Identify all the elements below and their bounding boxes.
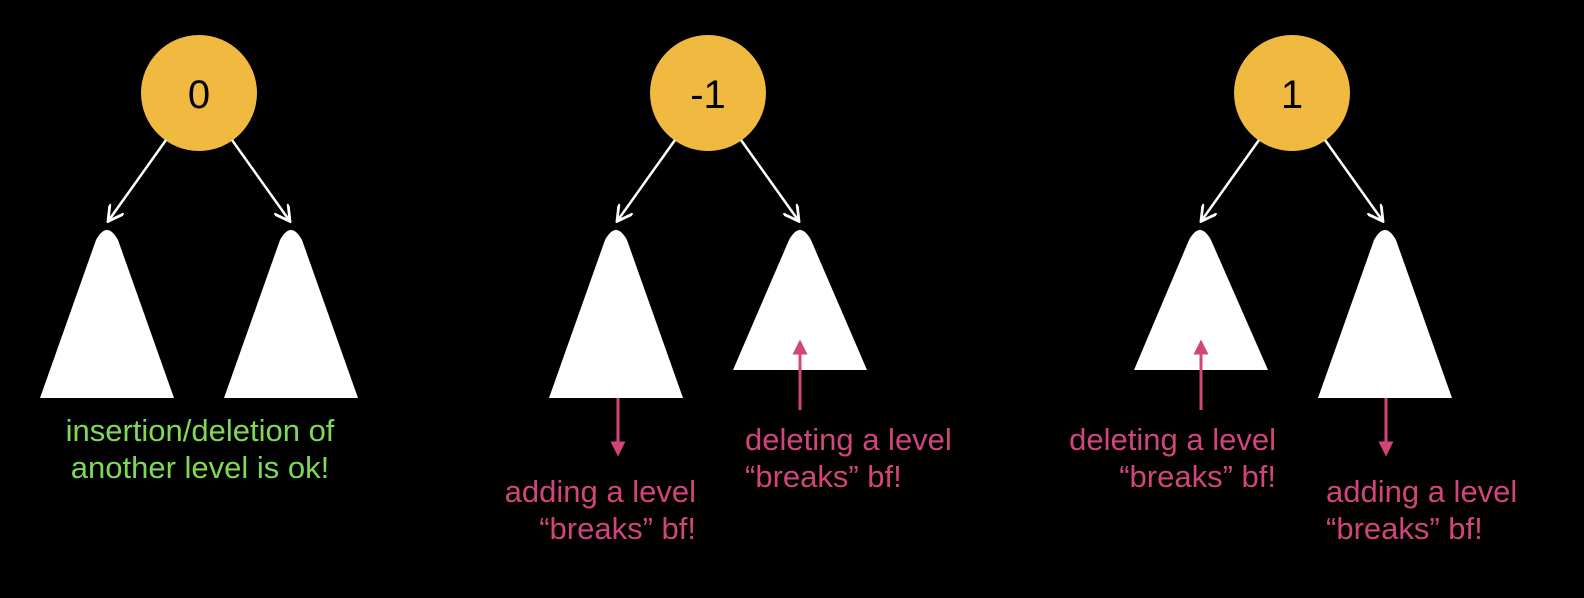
right-subtree-short <box>733 230 867 370</box>
ok-caption-line2: another level is ok! <box>70 450 330 485</box>
right-subtree-tall <box>1318 230 1452 398</box>
add-level-caption: adding a level “breaks” bf! <box>440 473 696 547</box>
add-level-caption: adding a level “breaks” bf! <box>1326 473 1576 547</box>
left-subtree-tall <box>549 230 683 398</box>
add-level-caption-line2: “breaks” bf! <box>1326 511 1483 546</box>
left-subtree-short <box>1134 230 1268 370</box>
left-edge-arrow <box>618 139 677 220</box>
delete-level-caption-line2: “breaks” bf! <box>1119 459 1276 494</box>
tree-balanced: 0 <box>40 35 358 398</box>
root-node <box>1234 35 1350 151</box>
right-edge-arrow <box>230 139 289 220</box>
left-edge-arrow <box>109 139 168 220</box>
right-edge-arrow <box>739 139 798 220</box>
delete-level-caption-line1: deleting a level <box>745 422 952 457</box>
root-node <box>650 35 766 151</box>
tree-left-heavy: -1 <box>549 35 867 457</box>
tree-right-heavy: 1 <box>1134 35 1452 457</box>
delete-level-caption-line2: “breaks” bf! <box>745 459 902 494</box>
balance-factor-label: 1 <box>1281 73 1303 117</box>
left-edge-arrow <box>1202 139 1261 220</box>
ok-caption-line1: insertion/deletion of <box>65 413 335 448</box>
add-level-caption-line2: “breaks” bf! <box>539 511 696 546</box>
right-edge-arrow <box>1323 139 1382 220</box>
add-level-caption-line1: adding a level <box>504 474 696 509</box>
right-subtree <box>224 230 358 398</box>
balance-factor-label: 0 <box>188 73 210 117</box>
balance-factor-label: -1 <box>690 73 726 117</box>
delete-level-caption: deleting a level “breaks” bf! <box>745 421 1005 495</box>
root-node <box>141 35 257 151</box>
delete-level-caption: deleting a level “breaks” bf! <box>1010 421 1276 495</box>
ok-caption: insertion/deletion of another level is o… <box>30 412 370 486</box>
add-level-caption-line1: adding a level <box>1326 474 1518 509</box>
delete-level-caption-line1: deleting a level <box>1069 422 1276 457</box>
left-subtree <box>40 230 174 398</box>
